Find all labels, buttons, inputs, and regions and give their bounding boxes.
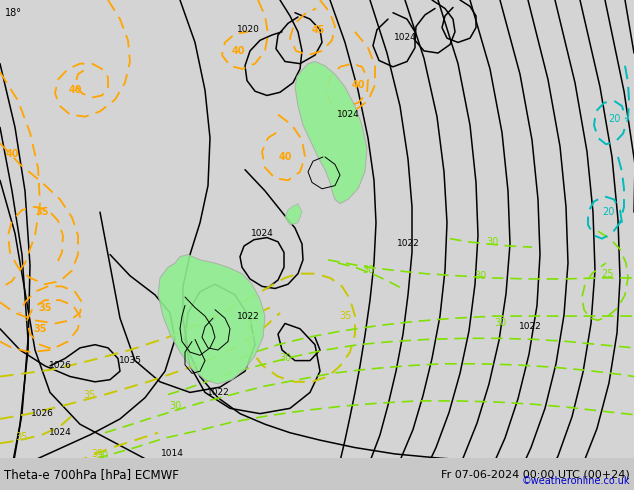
Text: 1022: 1022 xyxy=(397,240,419,248)
Text: 1014: 1014 xyxy=(160,449,183,459)
Text: 25: 25 xyxy=(602,269,614,279)
Text: ©weatheronline.co.uk: ©weatheronline.co.uk xyxy=(522,476,630,486)
Text: Theta-e 700hPa [hPa] ECMWF: Theta-e 700hPa [hPa] ECMWF xyxy=(4,467,179,481)
Text: 18°: 18° xyxy=(5,8,22,19)
Text: 35: 35 xyxy=(16,432,28,442)
Text: 20: 20 xyxy=(602,207,614,217)
Bar xyxy=(0,458,634,490)
Text: 30: 30 xyxy=(279,353,291,364)
Text: 35: 35 xyxy=(38,303,52,313)
Text: 30: 30 xyxy=(169,401,181,411)
Text: 35: 35 xyxy=(84,390,96,399)
Text: 35: 35 xyxy=(92,449,104,459)
Polygon shape xyxy=(158,254,265,384)
Text: 40: 40 xyxy=(278,152,292,162)
Text: 40: 40 xyxy=(231,46,245,56)
Text: 1022: 1022 xyxy=(519,322,541,331)
Text: 35: 35 xyxy=(33,324,47,334)
Text: 40: 40 xyxy=(351,80,365,90)
Text: 30: 30 xyxy=(362,266,374,275)
Text: 1022: 1022 xyxy=(207,388,230,397)
Polygon shape xyxy=(295,62,367,204)
Text: 1002: 1002 xyxy=(529,471,552,480)
Text: 1026: 1026 xyxy=(49,362,72,370)
Text: 1024: 1024 xyxy=(49,428,72,437)
Text: 40: 40 xyxy=(68,85,82,95)
Text: 30: 30 xyxy=(96,451,108,461)
Text: 1035: 1035 xyxy=(119,356,141,365)
Text: 30: 30 xyxy=(494,318,506,328)
Text: 1024: 1024 xyxy=(250,229,273,238)
Text: 1020: 1020 xyxy=(236,25,259,34)
Text: 35: 35 xyxy=(36,207,49,217)
Text: Fr 07-06-2024 00:00 UTC (00+24): Fr 07-06-2024 00:00 UTC (00+24) xyxy=(441,469,630,479)
Polygon shape xyxy=(285,204,302,225)
Text: 1022: 1022 xyxy=(236,312,259,320)
Text: 1024: 1024 xyxy=(394,33,417,42)
Text: 40: 40 xyxy=(5,149,19,159)
Text: 30: 30 xyxy=(486,237,498,247)
Text: 45: 45 xyxy=(311,24,325,35)
Text: 35: 35 xyxy=(339,311,351,321)
Text: 20: 20 xyxy=(608,114,620,124)
Text: 1026: 1026 xyxy=(30,409,53,418)
Text: 1024: 1024 xyxy=(337,110,359,119)
Text: 30: 30 xyxy=(474,271,486,281)
